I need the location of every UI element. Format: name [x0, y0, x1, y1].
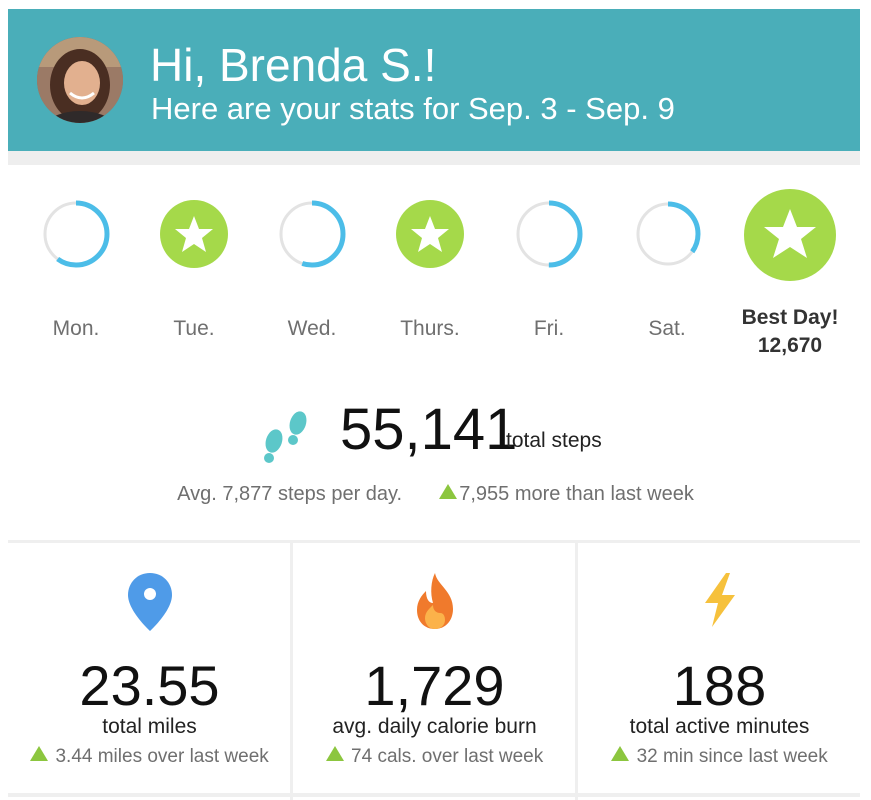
active-minutes-label: total active minutes — [629, 715, 810, 738]
up-arrow-icon — [325, 746, 344, 761]
active-minutes-value: 188 — [672, 654, 767, 717]
active-minutes-delta-text: 32 min since last week — [636, 746, 828, 767]
progress-ring-fill — [278, 200, 346, 268]
calories-value: 1,729 — [364, 654, 505, 717]
average-steps: Avg. 7,877 steps per day. — [177, 483, 403, 505]
up-arrow-icon — [611, 746, 630, 761]
star-icon — [744, 189, 836, 281]
total-steps-value: 55,141 — [340, 397, 518, 462]
up-arrow-icon — [439, 484, 458, 499]
avatar-photo — [37, 37, 123, 123]
miles-delta: 3.44 miles over last week — [8, 746, 291, 768]
day-label: Wed. — [287, 317, 337, 340]
greeting-title: Hi, Brenda S.! — [150, 39, 437, 91]
day-label: Sat. — [648, 317, 686, 340]
avatar[interactable] — [37, 37, 123, 123]
miles-value: 23.55 — [79, 654, 220, 717]
section-divider — [8, 540, 860, 543]
day-label: Mon. — [52, 317, 100, 340]
day-label: Thurs. — [400, 317, 460, 340]
day-label: Tue. — [173, 317, 215, 340]
star-icon — [396, 200, 464, 268]
header-banner: Hi, Brenda S.! Here are your stats for S… — [8, 9, 860, 151]
stat-card-active-minutes[interactable]: 188 total active minutes 32 min since la… — [578, 543, 861, 793]
calories-label: avg. daily calorie burn — [332, 715, 537, 738]
weekly-progress-row: Mon. Tue. Wed. Thurs. Fri. — [0, 180, 871, 370]
progress-ring — [635, 201, 701, 267]
best-day-value: 12,670 — [757, 334, 823, 357]
calories-delta: 74 cals. over last week — [293, 746, 576, 768]
best-day-label: Best Day! 12,670 — [720, 304, 860, 360]
stat-card-miles[interactable]: 23.55 total miles 3.44 miles over last w… — [8, 543, 291, 793]
progress-ring — [515, 200, 583, 268]
best-day-title: Best Day! — [741, 306, 839, 329]
header-divider — [8, 151, 860, 165]
total-steps-label: total steps — [506, 429, 602, 452]
active-minutes-delta: 32 min since last week — [578, 746, 861, 768]
progress-ring-fill — [635, 201, 701, 267]
lightning-icon — [578, 571, 861, 635]
miles-label: total miles — [102, 715, 197, 738]
footprints-icon — [264, 411, 307, 463]
progress-ring — [42, 200, 110, 268]
progress-ring — [278, 200, 346, 268]
bottom-divider — [8, 793, 860, 797]
steps-change: 7,955 more than last week — [459, 483, 694, 505]
location-pin-icon — [8, 571, 291, 635]
card-divider — [575, 543, 578, 800]
star-icon — [160, 200, 228, 268]
miles-delta-text: 3.44 miles over last week — [55, 746, 269, 767]
day-label: Fri. — [533, 317, 565, 340]
flame-icon — [293, 571, 576, 635]
stat-card-calories[interactable]: 1,729 avg. daily calorie burn 74 cals. o… — [293, 543, 576, 793]
progress-ring-fill — [515, 200, 583, 268]
card-divider — [290, 543, 293, 800]
up-arrow-icon — [30, 746, 49, 761]
total-steps-section: 55,141 total steps Avg. 7,877 steps per … — [0, 395, 871, 515]
calories-delta-text: 74 cals. over last week — [351, 746, 544, 767]
date-range-subtitle: Here are your stats for Sep. 3 - Sep. 9 — [151, 91, 675, 126]
progress-ring-fill — [42, 200, 110, 268]
steps-summary: Avg. 7,877 steps per day. 7,955 more tha… — [0, 483, 871, 506]
